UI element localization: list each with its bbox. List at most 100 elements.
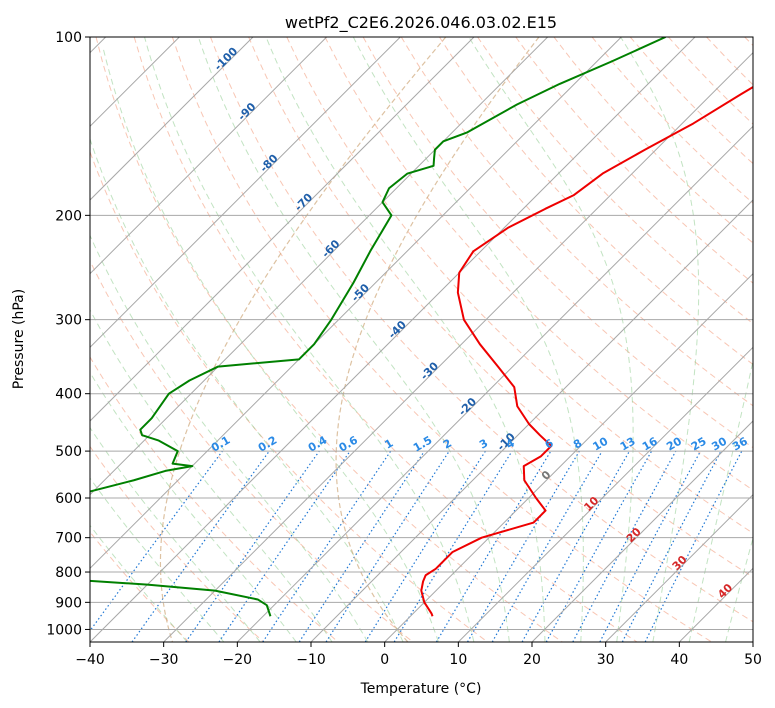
mixing-ratio-line bbox=[393, 450, 513, 642]
mixing-ratio-line bbox=[521, 450, 631, 642]
mixing-ratio-line bbox=[131, 450, 270, 642]
dry-adiabat bbox=[171, 37, 712, 642]
dry-adiabat-label: -40 bbox=[386, 318, 409, 341]
mixing-ratio-line bbox=[545, 450, 653, 642]
mixing-ratio-line bbox=[364, 450, 486, 642]
moist-adiabat bbox=[725, 536, 753, 642]
dry-adiabat bbox=[95, 37, 563, 642]
axis-ticks: −40 −30 −20 −10 0 10 20 30 40 50 100 200 300 400 500 60… bbox=[46, 30, 762, 668]
y-tick-label: 800 bbox=[55, 565, 82, 581]
y-tick-label: 100 bbox=[55, 30, 82, 46]
moist-adiabat bbox=[352, 37, 584, 642]
dry-adiabat bbox=[324, 37, 753, 491]
dry-adiabat bbox=[133, 37, 638, 642]
mixing-ratio-line bbox=[218, 450, 351, 642]
moist-adiabat bbox=[90, 371, 297, 642]
mixing-ratio-line bbox=[599, 450, 702, 642]
moist-adiabat bbox=[90, 477, 225, 642]
y-tick-label: 300 bbox=[55, 313, 82, 329]
mixing-ratio-line bbox=[644, 450, 743, 642]
x-tick-label: −20 bbox=[223, 652, 253, 668]
x-tick-label: −40 bbox=[75, 652, 105, 668]
dry-adiabat bbox=[90, 356, 339, 642]
mixing-ratio-line bbox=[262, 450, 392, 642]
moist-adiabat bbox=[197, 37, 510, 642]
dry-adiabat bbox=[706, 37, 753, 86]
mixing-ratio-line bbox=[298, 450, 425, 642]
y-tick-label: 600 bbox=[55, 491, 82, 507]
isotherm-line bbox=[90, 37, 475, 422]
dry-adiabat bbox=[90, 445, 264, 642]
dry-adiabat bbox=[248, 37, 753, 578]
moist-adiabat bbox=[90, 234, 369, 642]
dry-adiabat bbox=[90, 150, 488, 642]
moist-adiabat-label: 20 bbox=[624, 525, 644, 545]
y-tick-label: 700 bbox=[55, 531, 82, 547]
plot-frame bbox=[89, 36, 754, 643]
moist-adiabat bbox=[90, 137, 404, 642]
y-axis-title: Pressure (hPa) bbox=[11, 289, 27, 389]
isotherm-line bbox=[163, 51, 753, 642]
mixing-ratio-line bbox=[325, 450, 450, 642]
dry-adiabat-label: -20 bbox=[456, 395, 479, 418]
isotherm-line bbox=[90, 37, 696, 642]
isotherm-line bbox=[90, 37, 254, 201]
dry-adiabat bbox=[477, 37, 753, 325]
moist-adiabat-label: 10 bbox=[581, 494, 601, 514]
isotherm-line bbox=[236, 125, 753, 642]
mixing-ratio-label: 2 bbox=[441, 437, 454, 452]
dry-adiabat bbox=[210, 37, 753, 623]
x-tick-label: 40 bbox=[670, 652, 688, 668]
background-lines bbox=[90, 37, 753, 642]
profiles bbox=[90, 37, 753, 617]
y-tick-label: 1000 bbox=[46, 622, 82, 638]
isotherm-line bbox=[90, 37, 401, 349]
x-tick-label: 0 bbox=[380, 652, 389, 668]
x-tick-label: 10 bbox=[449, 652, 467, 668]
chart-title: wetPf2_C2E6.2026.046.03.02.E15 bbox=[285, 13, 557, 33]
mixing-ratio-line bbox=[185, 450, 320, 642]
x-tick-label: −10 bbox=[296, 652, 326, 668]
mixing-ratio-label: 3 bbox=[477, 437, 490, 452]
y-tick-label: 200 bbox=[55, 208, 82, 224]
x-tick-label: 50 bbox=[744, 652, 762, 668]
isotherm-line bbox=[752, 641, 753, 642]
moist-adiabat bbox=[90, 308, 333, 642]
y-tick-label: 900 bbox=[55, 595, 82, 611]
isotherm-line bbox=[384, 272, 753, 642]
moist-adiabat-label: 40 bbox=[715, 581, 735, 601]
y-tick-label: 500 bbox=[55, 444, 82, 460]
dry-adiabat-label: -70 bbox=[292, 190, 315, 213]
grid bbox=[90, 37, 753, 642]
mixing-ratio-line bbox=[435, 450, 552, 642]
dry-adiabat bbox=[90, 531, 190, 642]
x-tick-label: 20 bbox=[523, 652, 541, 668]
moist-adiabat bbox=[688, 358, 753, 642]
dry-adiabat-label: -60 bbox=[319, 237, 342, 260]
isotherm-line bbox=[90, 37, 328, 275]
dry-adiabat bbox=[553, 37, 753, 244]
lcl-curve bbox=[335, 37, 540, 642]
mixing-ratio-label: 6 bbox=[543, 436, 556, 451]
isotherm-line bbox=[310, 199, 753, 642]
y-tick-label: 400 bbox=[55, 387, 82, 403]
temperature-profile bbox=[420, 85, 753, 617]
isotherm-line bbox=[605, 493, 753, 642]
isotherm-line bbox=[90, 37, 622, 570]
dewpoint-profile bbox=[90, 37, 666, 617]
x-tick-label: 30 bbox=[597, 652, 615, 668]
mixing-ratio-line bbox=[572, 450, 677, 642]
moist-adiabat bbox=[468, 37, 634, 642]
moist-adiabat bbox=[90, 426, 261, 642]
moist-adiabat bbox=[144, 37, 475, 642]
dry-adiabat-label: -80 bbox=[257, 152, 280, 175]
dry-adiabat bbox=[439, 37, 753, 366]
isotherm-line bbox=[531, 420, 753, 642]
moist-adiabat-label: 30 bbox=[670, 553, 690, 573]
isotherm-line bbox=[678, 567, 753, 642]
dry-adiabat bbox=[90, 259, 414, 642]
moist-adiabat bbox=[103, 49, 439, 642]
moist-adiabat bbox=[620, 37, 700, 642]
mixing-ratio-line bbox=[90, 450, 223, 632]
